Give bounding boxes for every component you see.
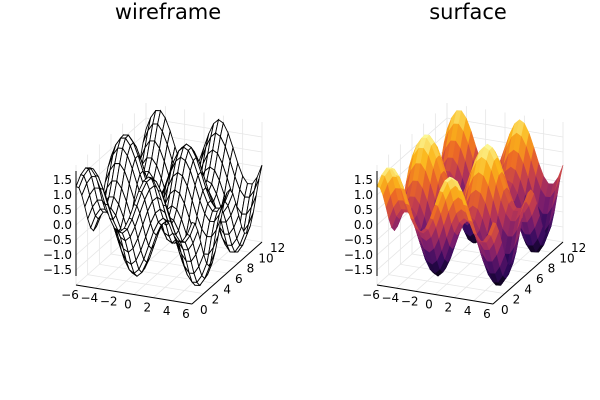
surface-cell — [555, 165, 564, 191]
y-tick-label: 0 — [200, 303, 208, 317]
y-tick-label: 6 — [536, 272, 544, 286]
y-tick-label: 6 — [235, 272, 243, 286]
z-tick-label: −1.0 — [344, 248, 373, 262]
y-tick-label: 2 — [513, 293, 521, 307]
x-tick-label: 0 — [124, 298, 132, 312]
y-axis-line — [492, 241, 564, 305]
wireframe-plot: wireframe −1.5−1.0−0.50.00.51.01.5 −6 −4 −2… — [43, 0, 285, 321]
surface-plot: surface −1.5−1.0−0.50.00.51.01.5−6 −4 −2 0 2… — [344, 0, 586, 321]
y-tick-label: 4 — [223, 282, 231, 296]
y-tick-label: 2 — [212, 293, 220, 307]
z-tick-label: −1.0 — [43, 248, 72, 262]
surface-cell — [186, 221, 196, 237]
z-tick-label: 0.5 — [53, 203, 72, 217]
x-tick-label: 2 — [144, 301, 152, 315]
z-tick-label: −1.5 — [43, 263, 72, 277]
surface-title: surface — [429, 0, 507, 24]
x-tick-label: 6 — [182, 307, 190, 321]
x-tick-label: 4 — [163, 304, 171, 318]
z-tick-label: −1.5 — [344, 263, 373, 277]
z-tick-label: 0.5 — [354, 203, 373, 217]
x-tick-label: 0 — [425, 298, 433, 312]
z-tick-label: 1.5 — [53, 173, 72, 187]
x-tick-label: 4 — [464, 304, 472, 318]
wireframe-surface — [75, 109, 263, 287]
wireframe-axes: −1.5−1.0−0.50.00.51.01.5−6 −4 −2 0 2 4 6 024681… — [43, 171, 285, 321]
y-tick-label: 0 — [501, 303, 509, 317]
x-axis-line — [376, 284, 494, 305]
y-tick-label: 10 — [258, 251, 273, 265]
x-axis-line — [75, 284, 193, 305]
x-tick-label: −4 — [80, 291, 98, 305]
surface-surface — [376, 110, 564, 286]
wireframe-title: wireframe — [115, 0, 221, 24]
y-tick-label: 8 — [548, 262, 556, 276]
x-tick-label: 2 — [445, 301, 453, 315]
surface-cell — [487, 222, 497, 236]
z-tick-label: 1.5 — [354, 173, 373, 187]
x-tick-label: 6 — [483, 307, 491, 321]
x-tick-label: −4 — [381, 291, 399, 305]
y-tick-label: 10 — [559, 251, 574, 265]
y-tick-label: 8 — [247, 262, 255, 276]
x-tick-label: −6 — [362, 288, 380, 302]
y-tick-label: 4 — [524, 282, 532, 296]
z-tick-label: −0.5 — [344, 233, 373, 247]
z-tick-label: 0.0 — [354, 218, 373, 232]
surface-axes: −1.5−1.0−0.50.00.51.01.5−6 −4 −2 0 2 4 6 024681… — [344, 171, 586, 321]
z-tick-label: −0.5 — [43, 233, 72, 247]
z-tick-label: 1.0 — [354, 188, 373, 202]
y-tick-label: 12 — [571, 241, 586, 255]
y-axis-line — [191, 241, 263, 305]
x-tick-label: −2 — [100, 294, 118, 308]
z-tick-label: 1.0 — [53, 188, 72, 202]
z-tick-label: 0.0 — [53, 218, 72, 232]
y-tick-label: 12 — [270, 241, 285, 255]
x-tick-label: −6 — [61, 288, 79, 302]
x-tick-label: −2 — [401, 294, 419, 308]
